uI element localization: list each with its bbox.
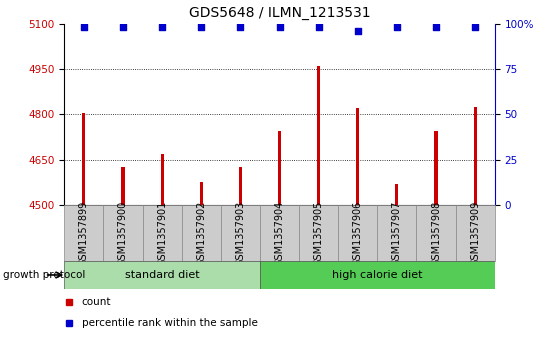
- Point: [158, 24, 167, 30]
- Text: GSM1357901: GSM1357901: [157, 201, 167, 266]
- Bar: [160, 154, 164, 205]
- Bar: [82, 113, 86, 205]
- Text: GSM1357909: GSM1357909: [470, 201, 480, 266]
- Text: GSM1357908: GSM1357908: [431, 201, 441, 266]
- Bar: [182, 205, 221, 261]
- Point: [353, 28, 362, 34]
- Bar: [299, 205, 338, 261]
- Bar: [260, 261, 495, 289]
- Bar: [356, 108, 359, 205]
- Text: GSM1357900: GSM1357900: [118, 201, 128, 266]
- Bar: [338, 205, 377, 261]
- Point: [236, 24, 245, 30]
- Point: [197, 24, 206, 30]
- Text: GSM1357903: GSM1357903: [235, 201, 245, 266]
- Bar: [278, 131, 281, 205]
- Bar: [221, 205, 260, 261]
- Text: count: count: [82, 297, 111, 307]
- Bar: [260, 205, 299, 261]
- Point: [471, 24, 480, 30]
- Text: percentile rank within the sample: percentile rank within the sample: [82, 318, 257, 329]
- Bar: [473, 107, 477, 205]
- Bar: [239, 167, 242, 205]
- Point: [79, 24, 88, 30]
- Bar: [317, 66, 320, 205]
- Bar: [143, 205, 182, 261]
- Bar: [64, 205, 103, 261]
- Title: GDS5648 / ILMN_1213531: GDS5648 / ILMN_1213531: [189, 6, 370, 20]
- Text: GSM1357902: GSM1357902: [196, 200, 206, 266]
- Bar: [64, 261, 260, 289]
- Point: [392, 24, 401, 30]
- Bar: [377, 205, 416, 261]
- Bar: [416, 205, 456, 261]
- Text: GSM1357906: GSM1357906: [353, 201, 363, 266]
- Bar: [395, 184, 399, 205]
- Text: high calorie diet: high calorie diet: [332, 270, 423, 280]
- Bar: [121, 167, 125, 205]
- Point: [275, 24, 284, 30]
- Point: [432, 24, 440, 30]
- Text: GSM1357904: GSM1357904: [274, 201, 285, 266]
- Point: [119, 24, 127, 30]
- Bar: [456, 205, 495, 261]
- Bar: [200, 183, 203, 205]
- Text: standard diet: standard diet: [125, 270, 200, 280]
- Bar: [103, 205, 143, 261]
- Text: GSM1357905: GSM1357905: [314, 200, 324, 266]
- Text: growth protocol: growth protocol: [3, 270, 85, 280]
- Bar: [434, 131, 438, 205]
- Text: GSM1357899: GSM1357899: [79, 201, 89, 266]
- Text: GSM1357907: GSM1357907: [392, 200, 402, 266]
- Point: [314, 24, 323, 30]
